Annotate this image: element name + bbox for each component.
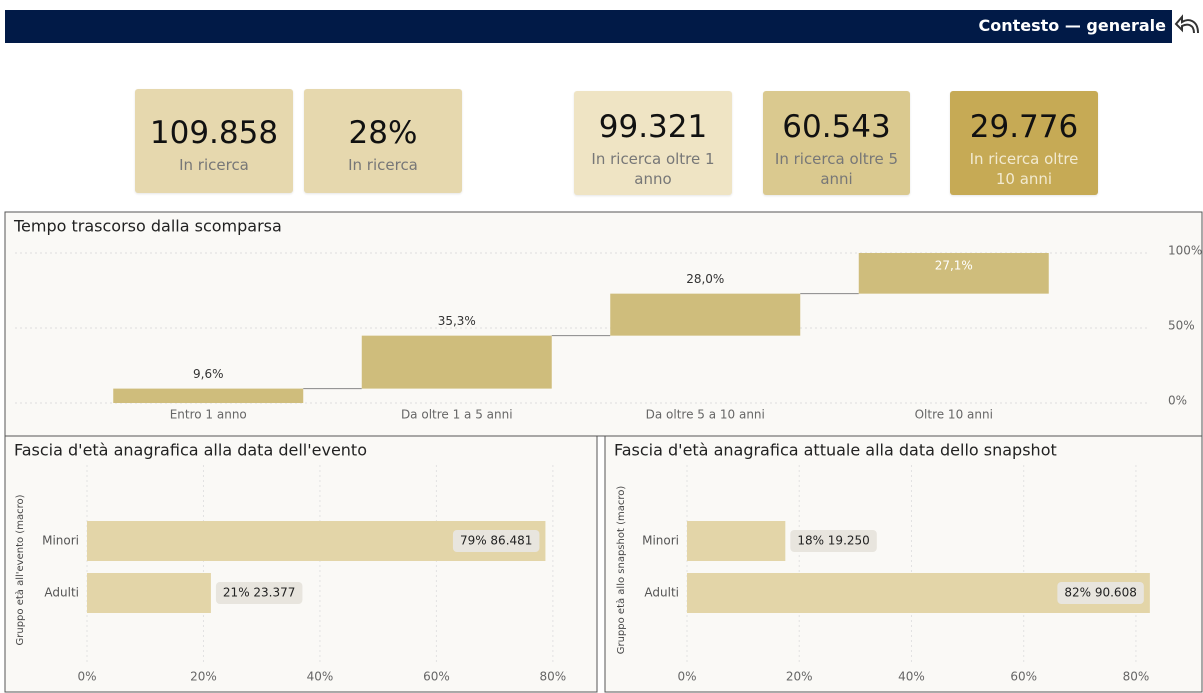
header-bar: Contesto — generale xyxy=(5,10,1172,43)
data-label: 21% 23.377 xyxy=(223,586,295,600)
y-tick-label: 0% xyxy=(1168,394,1187,408)
kpi-card: 99.321 In ricerca oltre 1 anno xyxy=(574,91,732,195)
data-label: 18% 19.250 xyxy=(797,534,869,548)
kpi-value: 29.776 xyxy=(969,109,1079,145)
data-label: 28,0% xyxy=(686,272,724,286)
x-tick-label: 0% xyxy=(77,670,96,684)
y-tick-label: Adulti xyxy=(644,586,679,600)
x-tick-label: Oltre 10 anni xyxy=(915,408,993,422)
kpi-value: 28% xyxy=(348,115,418,151)
bar xyxy=(610,293,801,336)
data-label: 27,1% xyxy=(935,259,973,273)
data-label: 9,6% xyxy=(193,367,224,381)
x-tick-label: Da oltre 1 a 5 anni xyxy=(401,408,513,422)
header-title: Contesto — generale xyxy=(978,16,1167,35)
kpi-label: In ricerca oltre 10 anni xyxy=(969,150,1079,188)
data-label: 82% 90.608 xyxy=(1064,586,1136,600)
x-tick-label: 20% xyxy=(786,670,813,684)
x-tick-label: Entro 1 anno xyxy=(170,408,247,422)
y-tick-label: Minori xyxy=(642,534,679,548)
x-tick-label: 60% xyxy=(1010,670,1037,684)
y-tick-label: Adulti xyxy=(44,586,79,600)
data-label-bg xyxy=(1057,582,1144,604)
panel xyxy=(4,435,598,693)
bar xyxy=(858,253,1049,294)
chart-title: Fascia d'età anagrafica alla data dell'e… xyxy=(14,441,367,460)
kpi-card: 28% In ricerca xyxy=(304,89,462,193)
chart-title: Tempo trascorso dalla scomparsa xyxy=(13,217,282,236)
y-tick-label: Minori xyxy=(42,534,79,548)
y-axis-label: Gruppo età all'evento (macro) xyxy=(14,494,26,645)
x-tick-label: Da oltre 5 a 10 anni xyxy=(646,408,765,422)
kpi-value: 109.858 xyxy=(149,115,279,151)
bar xyxy=(87,573,211,613)
kpi-card: 60.543 In ricerca oltre 5 anni xyxy=(763,91,910,195)
panel xyxy=(604,435,1203,693)
y-tick-label: 100% xyxy=(1168,244,1202,258)
x-tick-label: 40% xyxy=(307,670,334,684)
x-tick-label: 80% xyxy=(1123,670,1150,684)
kpi-card: 29.776 In ricerca oltre 10 anni xyxy=(950,91,1098,195)
data-label: 35,3% xyxy=(438,314,476,328)
x-tick-label: 60% xyxy=(423,670,450,684)
y-tick-label: 50% xyxy=(1168,319,1195,333)
x-tick-label: 40% xyxy=(898,670,925,684)
kpi-value: 99.321 xyxy=(598,109,708,145)
kpi-label: In ricerca oltre 5 anni xyxy=(774,150,899,188)
data-label-bg xyxy=(452,530,540,552)
data-label-bg xyxy=(215,582,303,604)
kpi-value: 60.543 xyxy=(782,109,891,145)
kpi-label: In ricerca xyxy=(179,156,249,174)
y-axis-label: Gruppo età allo snapshot (macro) xyxy=(615,486,627,655)
bar xyxy=(113,388,304,403)
x-tick-label: 0% xyxy=(677,670,696,684)
x-tick-label: 80% xyxy=(540,670,567,684)
chart-title: Fascia d'età anagrafica attuale alla dat… xyxy=(614,441,1057,460)
kpi-label: In ricerca xyxy=(348,156,418,174)
kpi-card: 109.858 In ricerca xyxy=(135,89,293,193)
kpi-label: In ricerca oltre 1 anno xyxy=(591,150,715,188)
data-label: 79% 86.481 xyxy=(460,534,532,548)
bar xyxy=(361,335,552,389)
data-label-bg xyxy=(790,530,877,552)
x-tick-label: 20% xyxy=(190,670,217,684)
bar xyxy=(687,521,786,561)
